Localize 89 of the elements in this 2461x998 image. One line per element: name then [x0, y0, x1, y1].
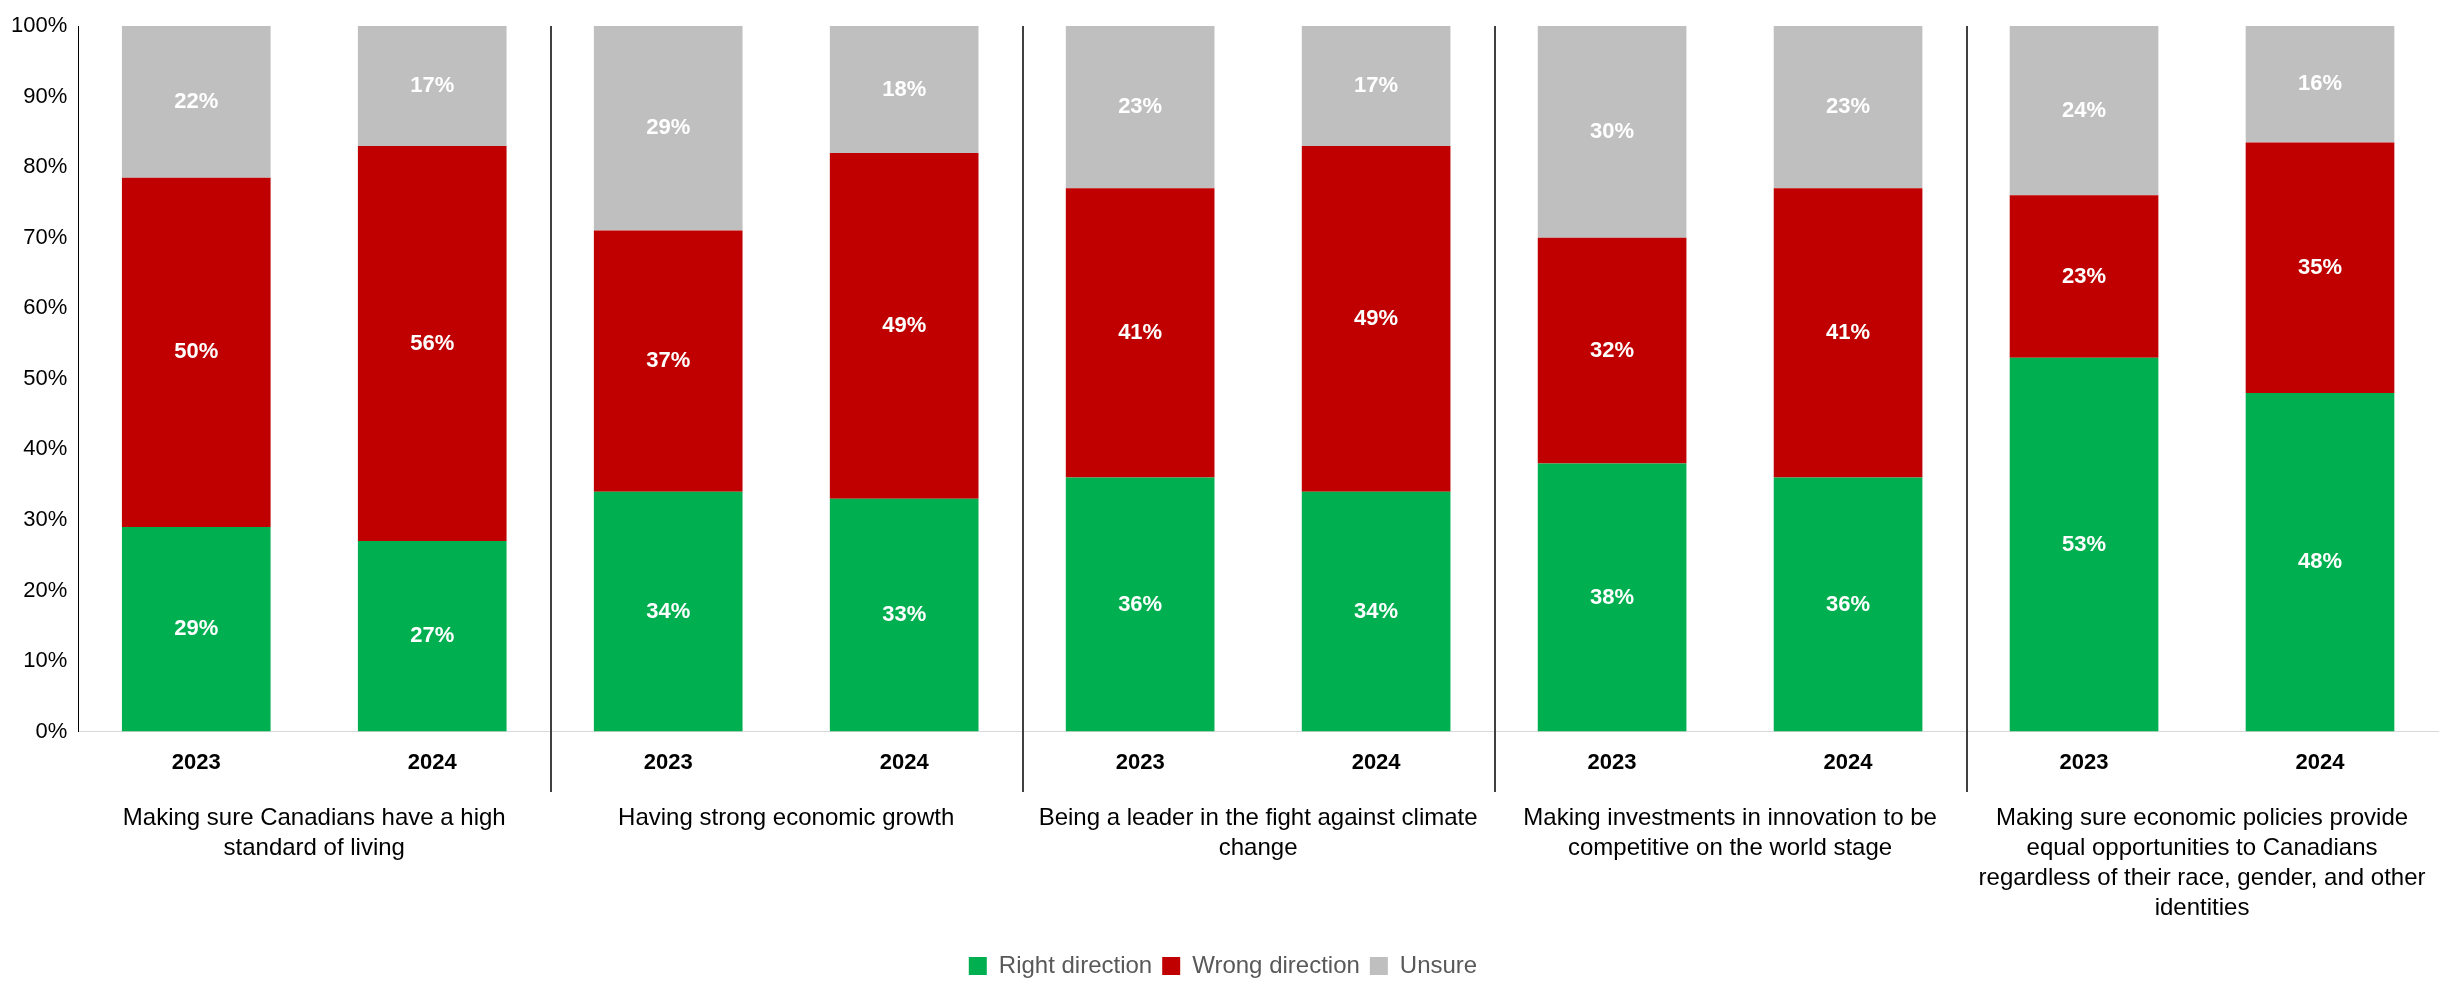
bar: [357, 541, 507, 732]
data-label: 35%: [2297, 253, 2343, 279]
bar: [829, 498, 979, 732]
data-label: 50%: [174, 338, 219, 364]
data-label: 29%: [646, 114, 691, 140]
bar: [1773, 26, 1923, 189]
data-label: 37%: [646, 347, 691, 373]
data-label: 41%: [1826, 319, 1871, 344]
data-label: 22%: [174, 87, 219, 113]
legend-label: Wrong direction: [1192, 950, 1360, 978]
data-label: 36%: [1826, 590, 1871, 616]
y-tick-label: 100%: [10, 12, 68, 38]
data-label: 38%: [1590, 583, 1635, 609]
y-tick-label: 60%: [23, 294, 68, 320]
data-label: 17%: [1354, 72, 1399, 98]
bar: [2245, 26, 2395, 143]
bar: [357, 145, 507, 542]
data-label: 48%: [2297, 548, 2343, 574]
y-tick-label: 50%: [23, 364, 68, 390]
data-label: 23%: [1118, 93, 1163, 119]
data-label: 29%: [174, 615, 219, 641]
data-label: 56%: [410, 329, 455, 355]
bar: [2009, 357, 2159, 732]
x-tick-label: 2023: [1587, 748, 1637, 774]
data-label: 23%: [1826, 93, 1871, 119]
bar: [1773, 188, 1923, 478]
bar: [121, 526, 271, 732]
bar: [1301, 26, 1451, 146]
data-label: 30%: [1590, 117, 1635, 143]
data-label: 49%: [1354, 304, 1399, 330]
data-label: 27%: [410, 622, 455, 648]
x-tick-label: 2024: [1823, 748, 1874, 774]
y-tick-label: 70%: [23, 223, 68, 249]
bar: [1537, 237, 1687, 464]
bar: [2009, 26, 2159, 196]
x-tick-label: 2024: [407, 748, 458, 774]
x-tick-label: 2024: [1351, 748, 1402, 774]
bar: [2245, 392, 2395, 732]
bar: [1065, 26, 1215, 189]
y-tick-label: 40%: [23, 435, 68, 461]
y-tick-label: 10%: [23, 647, 68, 673]
text: Making sure economic policies provide equal opportunities to Canadians regardless of their race, gender, and other identities: [1978, 803, 2426, 921]
data-label: 33%: [882, 601, 927, 627]
data-label: 49%: [882, 311, 927, 337]
bar: [1301, 145, 1451, 492]
data-label: 36%: [1118, 590, 1163, 616]
bar: [2245, 142, 2395, 393]
bar: [593, 230, 743, 492]
y-tick-label: 90%: [23, 82, 68, 108]
y-tick-label: 80%: [23, 153, 68, 179]
legend-label: Unsure: [1399, 950, 1478, 978]
bar: [121, 26, 271, 178]
y-tick-label: 20%: [23, 576, 68, 602]
bar: [1065, 188, 1215, 478]
data-label: 16%: [2297, 70, 2343, 96]
y-tick-label: 0%: [35, 717, 68, 743]
x-tick-label: 2023: [1115, 748, 1165, 774]
data-label: 41%: [1118, 319, 1163, 344]
bar: [2009, 195, 2159, 358]
data-label: 23%: [2062, 262, 2107, 288]
data-label: 24%: [2062, 96, 2107, 122]
legend-label: Right direction: [998, 950, 1153, 978]
data-label: 34%: [646, 597, 691, 623]
text: Making investments in innovation to be competitive on the world stage: [1523, 803, 1937, 861]
bar: [1301, 491, 1451, 732]
bar: [829, 26, 979, 154]
data-label: 34%: [1354, 597, 1399, 623]
y-tick-label: 30%: [23, 505, 68, 531]
x-tick-label: 2023: [2059, 748, 2109, 774]
bar: [829, 153, 979, 499]
bar: [121, 177, 271, 527]
x-tick-label: 2024: [2295, 748, 2346, 774]
text: Making sure Canadians have a high standard of living: [122, 803, 506, 861]
text: Having strong economic growth: [618, 803, 955, 831]
x-tick-label: 2024: [879, 748, 930, 774]
x-tick-label: 2023: [171, 748, 221, 774]
bar: [593, 26, 743, 231]
bar: [357, 26, 507, 146]
x-tick-label: 2023: [643, 748, 693, 774]
text: Being a leader in the fight against climate change: [1038, 803, 1478, 861]
data-label: 32%: [1590, 336, 1635, 362]
bar: [1537, 463, 1687, 732]
data-label: 53%: [2062, 530, 2107, 556]
bar: [1773, 477, 1923, 732]
bar: [1537, 26, 1687, 238]
bar: [593, 491, 743, 732]
data-label: 17%: [410, 72, 455, 98]
bar: [1065, 477, 1215, 732]
data-label: 18%: [882, 75, 927, 101]
